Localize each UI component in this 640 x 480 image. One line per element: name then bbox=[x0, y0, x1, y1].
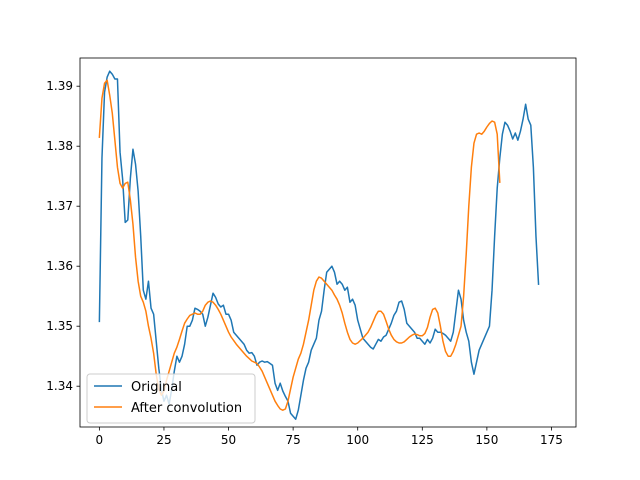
x-tick-label: 100 bbox=[346, 433, 369, 447]
legend-box bbox=[86, 373, 256, 424]
legend-label-after-convolution: After convolution bbox=[131, 401, 242, 416]
legend-label-original: Original bbox=[131, 380, 182, 395]
x-tick-label: 125 bbox=[411, 433, 434, 447]
y-tick-label: 1.39 bbox=[46, 79, 73, 93]
axes: 0 25 50 75 100 125 150 175 1.34 1.35 1.36 1.37 1.38 1… bbox=[46, 57, 577, 447]
y-tick-label: 1.35 bbox=[46, 319, 73, 333]
y-tick-label: 1.37 bbox=[46, 199, 73, 213]
y-tick-label: 1.36 bbox=[46, 259, 73, 273]
x-tick-label: 25 bbox=[156, 433, 171, 447]
y-tick-label: 1.38 bbox=[46, 139, 73, 153]
x-tick-label: 75 bbox=[285, 433, 300, 447]
legend: Original After convolution bbox=[86, 373, 256, 424]
y-tick-label: 1.34 bbox=[46, 379, 73, 393]
x-tick-label: 175 bbox=[540, 433, 563, 447]
x-tick-label: 150 bbox=[475, 433, 498, 447]
x-tick-label: 50 bbox=[221, 433, 236, 447]
x-tick-label: 0 bbox=[96, 433, 104, 447]
axes-frame bbox=[79, 57, 577, 428]
